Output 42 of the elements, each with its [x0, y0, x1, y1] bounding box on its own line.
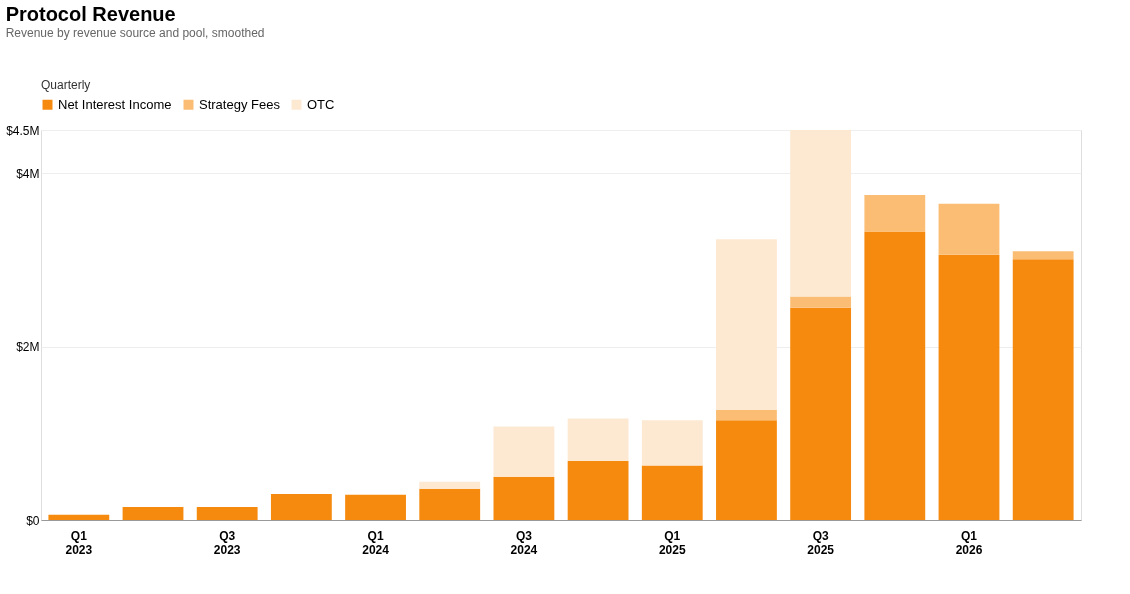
y-tick-label: $4M [16, 166, 40, 181]
bar [345, 494, 406, 520]
bar [419, 481, 481, 489]
y-tick-label: $0 [26, 513, 40, 528]
bar [938, 254, 1000, 520]
legend-label: Net Interest Income [58, 96, 172, 112]
bar [270, 494, 332, 520]
bar [790, 130, 852, 297]
x-tick-label: Q3 2025 [807, 528, 835, 557]
bar [48, 514, 110, 520]
x-tick-label: Q3 2023 [213, 528, 241, 557]
y-tick-label: $2M [16, 340, 40, 355]
x-tick-label: Q1 2026 [955, 528, 983, 557]
legend-label: OTC [307, 96, 335, 112]
legend-label: Strategy Fees [199, 96, 281, 112]
x-tick-label: Q3 2024 [510, 528, 538, 557]
bar [790, 296, 852, 308]
bar [567, 418, 629, 462]
bar [567, 461, 629, 520]
bar [1012, 251, 1074, 260]
chart-title: Protocol Revenue [5, 3, 176, 25]
bar [716, 409, 777, 421]
x-tick-label: Q1 2023 [65, 528, 93, 557]
x-tick-label: Q1 2024 [362, 528, 390, 557]
bar [641, 420, 703, 466]
text: Quarterly [41, 78, 91, 92]
bar [864, 195, 926, 232]
bar [1012, 259, 1074, 520]
bar [938, 203, 1000, 255]
y-tick-label: $4.5M [6, 123, 40, 138]
bar [641, 465, 703, 520]
bar [790, 307, 852, 520]
x-tick-label: Q1 2025 [658, 528, 686, 557]
bar [419, 488, 481, 520]
bar [716, 420, 777, 520]
bar [122, 507, 184, 520]
bar [716, 239, 777, 410]
bar [864, 231, 926, 520]
bar [493, 426, 555, 477]
chart-subtitle: Revenue by revenue source and pool, smoothed [5, 26, 265, 40]
bar [493, 476, 555, 520]
bar [196, 507, 258, 520]
